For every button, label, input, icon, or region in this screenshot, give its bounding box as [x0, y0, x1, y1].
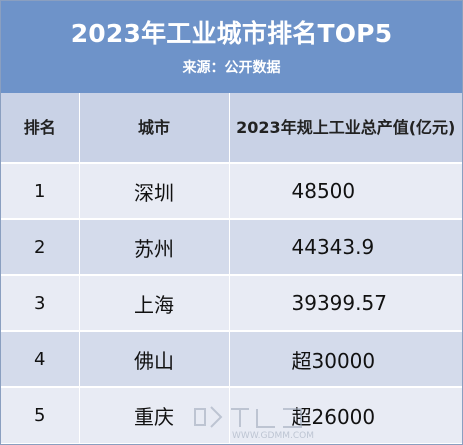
table-row: 1 深圳 48500: [1, 163, 462, 219]
value-cell: 超26000: [291, 405, 376, 429]
city-cell: 佛山: [79, 331, 230, 387]
rank-cell: 3: [1, 275, 80, 331]
rank-cell: 4: [1, 331, 80, 387]
value-cell: 44343.9: [291, 235, 375, 259]
city-cell: 上海: [79, 275, 230, 331]
city-cell: 苏州: [79, 219, 230, 275]
table-row: 5 重庆 超26000: [1, 387, 462, 443]
value-cell: 超30000: [291, 348, 376, 373]
table-row: 4 佛山 超30000: [1, 331, 462, 387]
value-cell: 39399.57: [291, 291, 387, 315]
column-header-city: 城市: [79, 93, 230, 163]
column-header-value: 2023年规上工业总产值(亿元): [236, 117, 456, 137]
header-banner: 2023年工业城市排名TOP5 来源：公开数据: [1, 1, 462, 93]
city-cell: 深圳: [79, 163, 230, 219]
table-row: 2 苏州 44343.9: [1, 219, 462, 275]
rank-cell: 5: [1, 387, 80, 443]
column-header-rank: 排名: [1, 93, 80, 163]
city-cell: 重庆: [79, 387, 230, 443]
rank-cell: 1: [1, 163, 80, 219]
table-header-row: 排名 城市 2023年规上工业总产值(亿元): [1, 93, 462, 163]
page-title: 2023年工业城市排名TOP5: [70, 19, 393, 48]
ranking-table: 排名 城市 2023年规上工业总产值(亿元) 1 深圳 48500 2 苏州 4…: [1, 93, 462, 443]
rank-cell: 2: [1, 219, 80, 275]
value-cell: 48500: [291, 179, 356, 203]
source-note: 来源：公开数据: [182, 60, 281, 76]
table-row: 3 上海 39399.57: [1, 275, 462, 331]
